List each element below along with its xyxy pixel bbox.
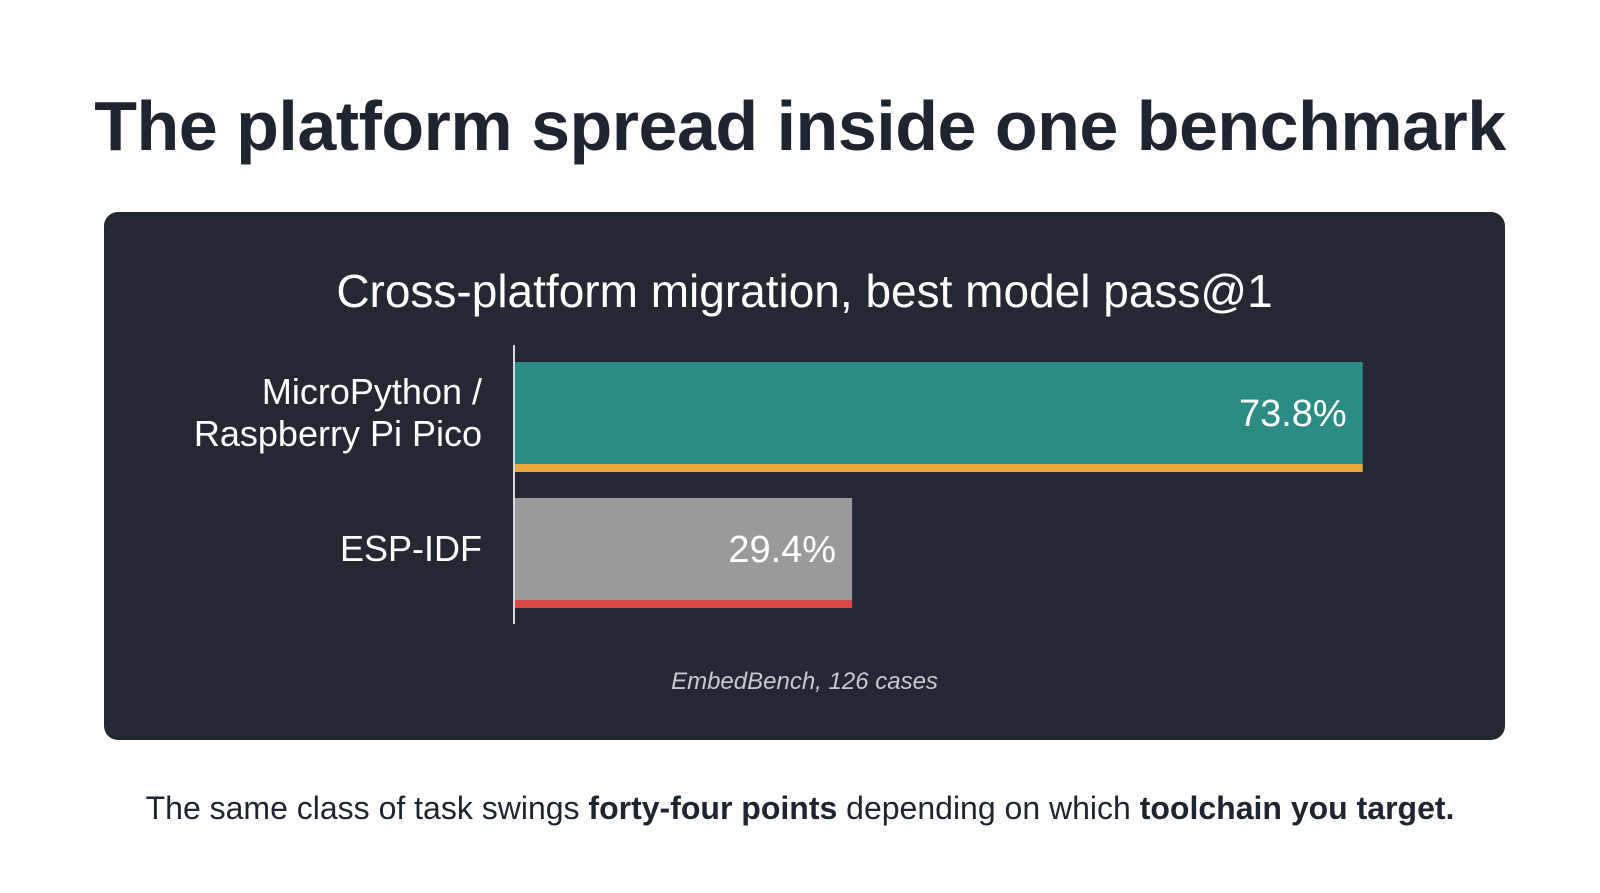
caption-text-1: The same class of task swings <box>145 790 589 826</box>
category-label-1-0: ESP-IDF <box>340 528 482 569</box>
category-label-0-1: Raspberry Pi Pico <box>194 413 482 454</box>
bar-underline-0 <box>514 464 1363 472</box>
chart-title: Cross-platform migration, best model pas… <box>336 265 1273 317</box>
caption-emphasis-toolchain: toolchain you target. <box>1139 790 1455 826</box>
caption-text-2: depending on which <box>837 790 1140 826</box>
bar-1 <box>514 498 853 600</box>
caption-emphasis-points: forty-four points <box>588 790 838 826</box>
caption: The same class of task swings forty-four… <box>0 790 1600 827</box>
bar-underline-1 <box>514 600 853 608</box>
chart-card: Cross-platform migration, best model pas… <box>104 212 1505 740</box>
value-label-0: 73.8% <box>1239 393 1347 435</box>
slide-title: The platform spread inside one benchmark <box>94 87 1506 165</box>
bar-chart: 73.8% MicroPython /Raspberry Pi Pico 29.4%… <box>194 345 1363 624</box>
bar-0 <box>514 362 1363 464</box>
category-label-0-0: MicroPython / <box>262 371 482 412</box>
source-note: EmbedBench, 126 cases <box>671 668 938 695</box>
value-label-1: 29.4% <box>728 529 836 571</box>
